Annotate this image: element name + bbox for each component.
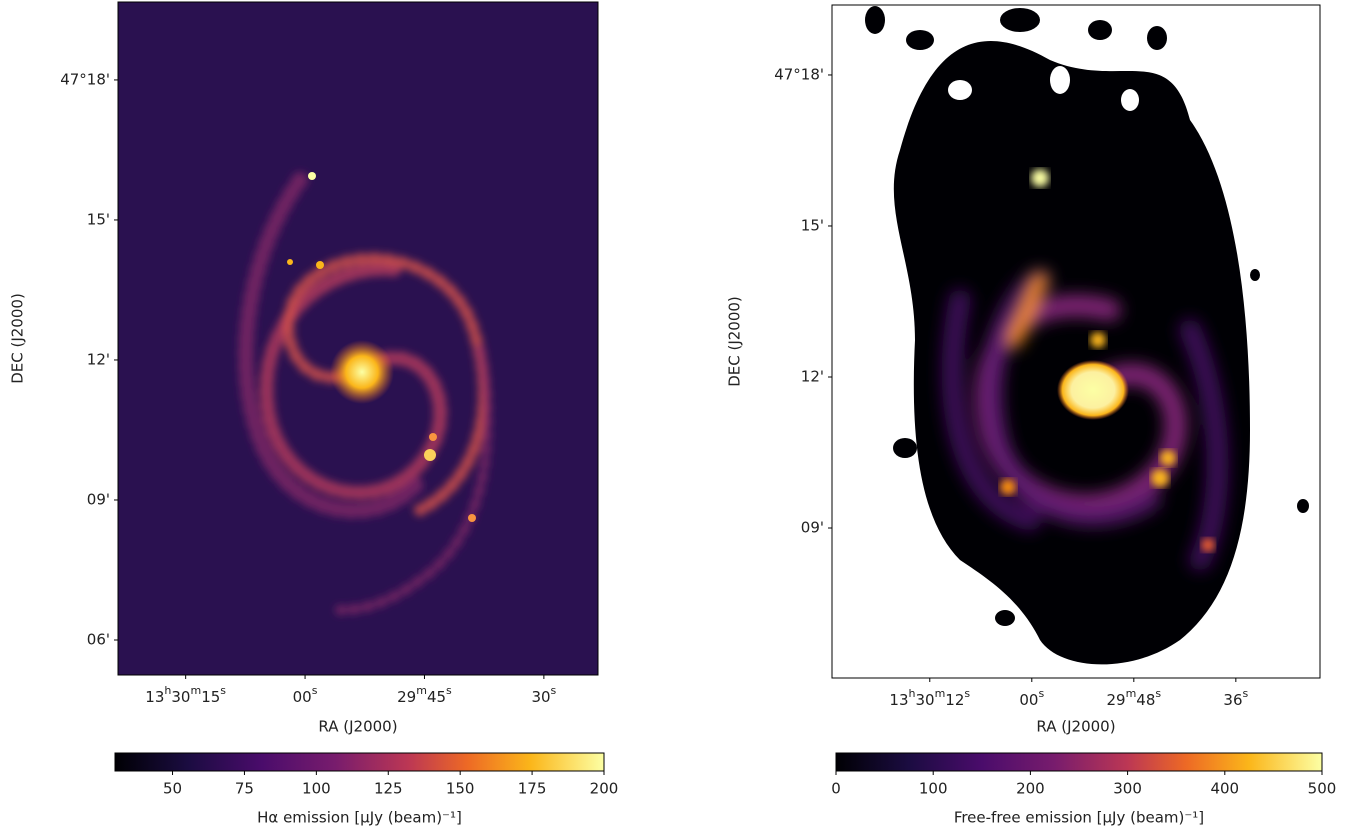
- x-tick-label: 36s: [1223, 687, 1248, 709]
- x-axis-label: RA (J2000): [318, 718, 397, 736]
- halpha-image: [118, 2, 598, 675]
- colorbar: [836, 753, 1322, 771]
- x-tick-label: 29m45s: [397, 684, 452, 706]
- colorbar-tick-label: 50: [163, 780, 182, 798]
- y-tick-label: 06': [87, 630, 110, 648]
- colorbar-tick-label: 100: [919, 780, 948, 798]
- x-tick-label: 13h30m15s: [145, 684, 226, 706]
- colorbar-tick-label: 75: [235, 780, 254, 798]
- y-tick-label: 47°18': [60, 70, 110, 88]
- colorbar-label: Hα emission [μJy (beam)⁻¹]: [257, 809, 462, 827]
- y-tick-label: 15': [801, 216, 824, 234]
- x-tick-label: 29m48s: [1106, 687, 1161, 709]
- colorbar-tick-label: 300: [1113, 780, 1142, 798]
- colorbar-tick-label: 200: [1016, 780, 1045, 798]
- y-tick-label: 09': [801, 518, 824, 536]
- colorbar: [115, 753, 604, 771]
- free-free-image: [832, 5, 1320, 678]
- page: {"chart_data": [ {"type": "image", "xlab…: [0, 0, 1360, 837]
- colorbar-tick-label: 125: [374, 780, 403, 798]
- y-tick-label: 12': [87, 350, 110, 368]
- y-tick-label: 09': [87, 490, 110, 508]
- y-tick-label: 15': [87, 210, 110, 228]
- colorbar-tick-label: 500: [1308, 780, 1337, 798]
- y-axis-label: DEC (J2000): [726, 296, 744, 387]
- x-axis-label: RA (J2000): [1036, 718, 1115, 736]
- x-tick-label: 13h30m12s: [889, 687, 970, 709]
- colorbar-tick-label: 175: [518, 780, 547, 798]
- colorbar-tick-label: 0: [831, 780, 841, 798]
- figure: 13h30m15s 00s 29m45s 30s 47°18' 15' 12' 09' 06' R…: [0, 0, 1360, 837]
- colorbar-label: Free-free emission [μJy (beam)⁻¹]: [954, 809, 1204, 827]
- colorbar-tick-label: 200: [590, 780, 619, 798]
- x-tick-label: 00s: [293, 684, 318, 706]
- x-tick-label: 00s: [1019, 687, 1044, 709]
- y-tick-label: 47°18': [774, 65, 824, 83]
- x-tick-label: 30s: [531, 684, 556, 706]
- y-tick-label: 12': [801, 367, 824, 385]
- y-axis-label: DEC (J2000): [9, 293, 27, 384]
- colorbar-tick-label: 150: [446, 780, 475, 798]
- colorbar-tick-label: 100: [302, 780, 331, 798]
- colorbar-tick-label: 400: [1210, 780, 1239, 798]
